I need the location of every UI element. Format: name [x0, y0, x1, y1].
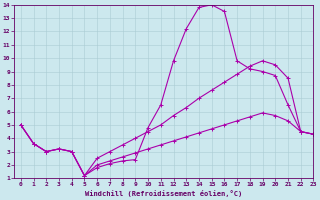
X-axis label: Windchill (Refroidissement éolien,°C): Windchill (Refroidissement éolien,°C) — [85, 190, 243, 197]
